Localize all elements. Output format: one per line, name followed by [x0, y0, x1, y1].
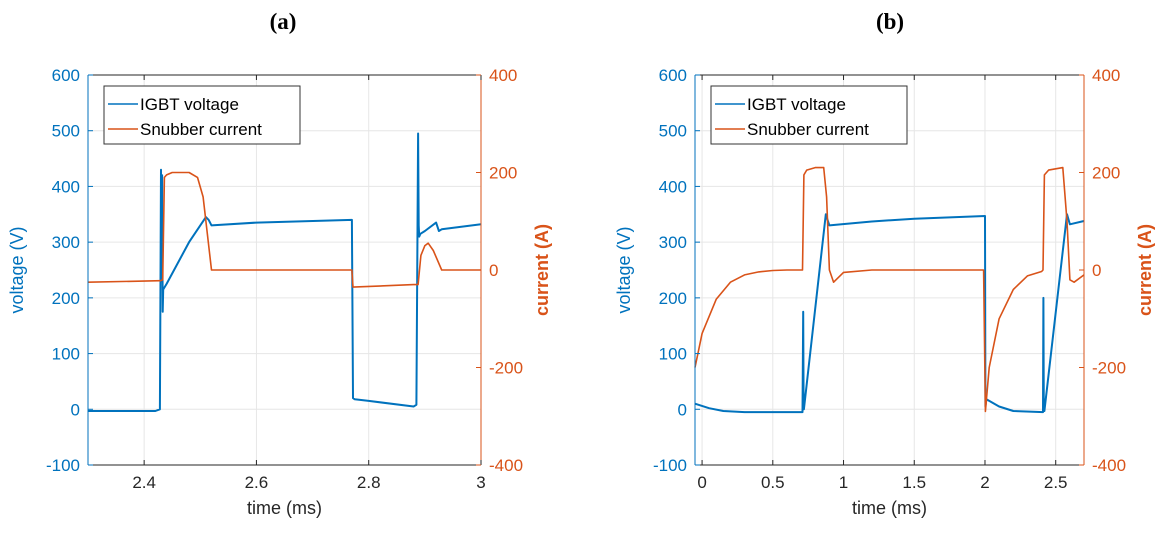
- panel-label: (b): [876, 9, 904, 34]
- right-y-tick-label: -200: [489, 359, 523, 378]
- series-line-snubber-current: [694, 166, 1085, 413]
- x-tick-label: 0: [697, 473, 706, 492]
- right-y-tick-label: -200: [1092, 359, 1126, 378]
- legend-entry: Snubber current: [747, 120, 869, 139]
- legend-box: [103, 85, 301, 145]
- right-y-axis-label: current (A): [532, 224, 552, 316]
- left-y-tick-label: 500: [52, 122, 80, 141]
- panel-b: (b) 0 0.5 1 1.5 2 2.5 -100 0 100 200 300 400 500 600 -4…: [614, 9, 1155, 518]
- left-y-tick-label: 300: [659, 233, 687, 252]
- left-y-tick-label: 200: [52, 289, 80, 308]
- series-line-igbt-voltage: [88, 132, 482, 412]
- right-y-tick-label: 400: [1092, 66, 1120, 85]
- series-line-igbt-voltage: [694, 213, 1085, 414]
- left-y-axis-label: voltage (V): [7, 226, 27, 313]
- left-y-tick-label: 400: [659, 177, 687, 196]
- panel-label: (a): [270, 9, 297, 34]
- x-tick-label: 1.5: [902, 473, 926, 492]
- legend: IGBT voltage Snubber current: [710, 85, 908, 145]
- x-tick-label: 3: [476, 473, 485, 492]
- left-y-axis-label: voltage (V): [614, 226, 634, 313]
- left-y-tick-label: -100: [46, 456, 80, 475]
- right-y-tick-label: 0: [489, 261, 498, 280]
- x-tick-label: 0.5: [761, 473, 785, 492]
- left-y-tick-label: 400: [52, 177, 80, 196]
- left-y-tick-label: 0: [71, 400, 80, 419]
- left-y-tick-label: 0: [678, 400, 687, 419]
- legend: IGBT voltage Snubber current: [103, 85, 301, 145]
- legend-entry: Snubber current: [140, 120, 262, 139]
- left-y-tick-label: 500: [659, 122, 687, 141]
- right-y-tick-label: 200: [489, 164, 517, 183]
- right-y-tick-label: 200: [1092, 164, 1120, 183]
- right-y-axis-label: current (A): [1135, 224, 1155, 316]
- left-y-tick-label: -100: [653, 456, 687, 475]
- x-tick-label: 2.5: [1044, 473, 1068, 492]
- right-y-tick-label: 0: [1092, 261, 1101, 280]
- left-y-tick-label: 200: [659, 289, 687, 308]
- left-y-tick-label: 300: [52, 233, 80, 252]
- legend-box: [710, 85, 908, 145]
- right-y-tick-label: -400: [489, 456, 523, 475]
- x-tick-label: 2.6: [245, 473, 269, 492]
- x-tick-label: 2: [980, 473, 989, 492]
- left-y-tick-label: 100: [52, 345, 80, 364]
- series-line-snubber-current: [87, 171, 481, 288]
- legend-entry: IGBT voltage: [140, 95, 239, 114]
- right-y-tick-label: 400: [489, 66, 517, 85]
- x-tick-label: 1: [839, 473, 848, 492]
- x-tick-label: 2.4: [132, 473, 156, 492]
- legend-entry: IGBT voltage: [747, 95, 846, 114]
- x-axis-label: time (ms): [852, 498, 927, 518]
- left-y-tick-label: 100: [659, 345, 687, 364]
- right-y-tick-label: -400: [1092, 456, 1126, 475]
- x-axis-label: time (ms): [247, 498, 322, 518]
- left-y-tick-label: 600: [52, 66, 80, 85]
- x-tick-label: 2.8: [357, 473, 381, 492]
- panel-a: (a) 2.4 2.6 2.8 3 -100 0 100 200 300 400 500 600 -400…: [7, 9, 552, 518]
- left-y-tick-label: 600: [659, 66, 687, 85]
